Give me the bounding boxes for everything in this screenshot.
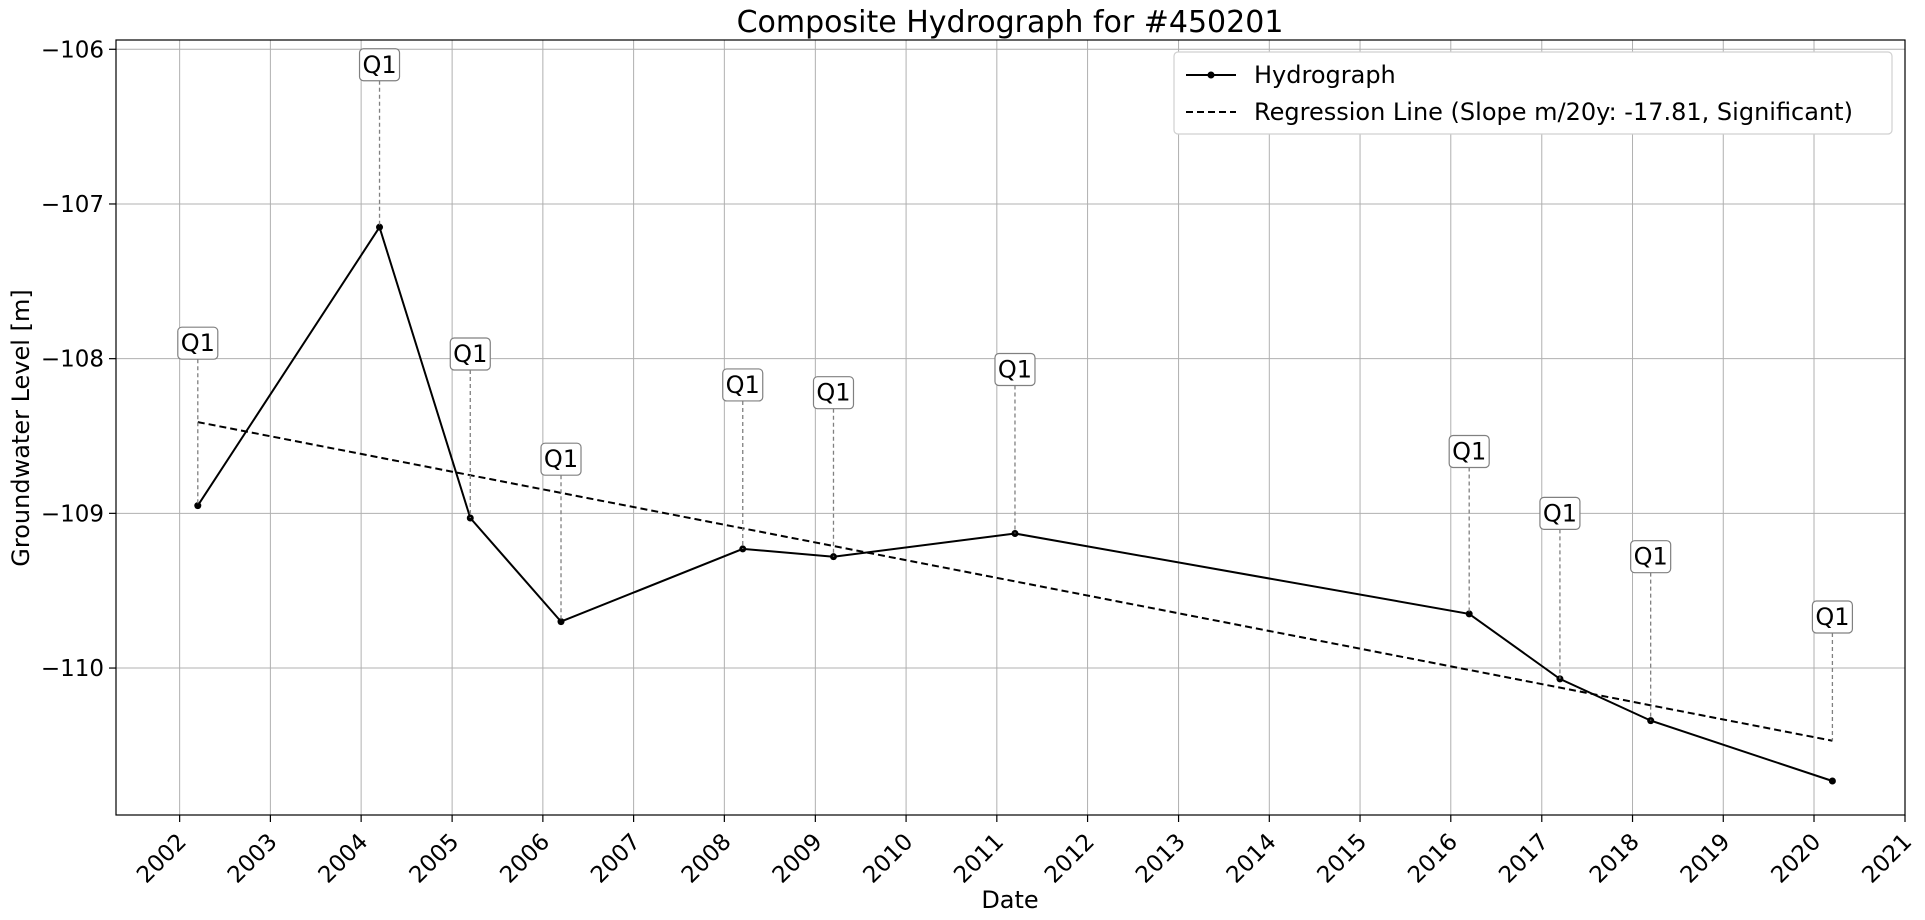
x-tick-label: 2014	[1222, 829, 1282, 889]
q1-annotation: Q1	[812, 376, 855, 557]
x-axis-label: Date	[981, 886, 1038, 914]
y-tick-label: −110	[41, 656, 104, 682]
y-tick-label: −109	[41, 501, 104, 527]
x-tick-label: 2016	[1403, 829, 1463, 889]
annotation-label: Q1	[362, 51, 396, 79]
chart-title: Composite Hydrograph for #450201	[737, 5, 1284, 40]
x-tick-label: 2011	[949, 829, 1009, 889]
y-axis: −106 −107 −108 −109 −110	[41, 37, 116, 682]
q1-annotation: Q1	[1448, 434, 1490, 614]
x-tick-label: 2002	[132, 829, 192, 889]
legend-regression-label: Regression Line (Slope m/20y: -17.81, Si…	[1254, 98, 1853, 126]
hydrograph-point	[1465, 610, 1473, 618]
x-tick-label: 2007	[586, 829, 646, 889]
annotation-box	[1539, 496, 1581, 530]
annotation-label: Q1	[1815, 603, 1849, 631]
q1-annotation: Q1	[994, 352, 1036, 534]
y-tick-label: −108	[41, 347, 104, 373]
annotation-box	[994, 352, 1036, 387]
hydrograph-point	[557, 618, 565, 626]
hydrograph-point	[1828, 777, 1836, 785]
q1-annotation: Q1	[1539, 496, 1581, 679]
annotation-label: Q1	[816, 379, 850, 407]
annotation-box	[177, 326, 219, 360]
annotation-label: Q1	[1543, 499, 1577, 527]
annotation-label: Q1	[1452, 437, 1486, 465]
q1-annotation: Q1	[1630, 540, 1672, 721]
x-axis: 2002 2003 2004 2005 2006 2007 2008 2009 2010 2011…	[132, 815, 1917, 889]
grid	[116, 40, 1906, 815]
q1-annotation: Q1	[177, 326, 219, 506]
x-tick-label: 2005	[405, 829, 465, 889]
annotation-box	[1630, 540, 1672, 574]
x-tick-label: 2004	[314, 829, 374, 889]
q1-annotation: Q1	[449, 337, 491, 518]
x-tick-label: 2018	[1585, 829, 1645, 889]
y-axis-label: Groundwater Level [m]	[7, 289, 35, 566]
hydrograph-point	[376, 223, 384, 231]
x-tick-label: 2009	[768, 829, 828, 889]
annotation-label: Q1	[544, 445, 578, 473]
annotation-box	[812, 376, 855, 410]
annotation-box	[449, 337, 491, 371]
y-tick-label: −107	[41, 192, 104, 218]
x-tick-label: 2020	[1766, 829, 1826, 889]
q1-annotation: Q1	[358, 48, 401, 228]
annotation-label: Q1	[1634, 543, 1668, 571]
x-tick-label: 2008	[677, 829, 737, 889]
annotation-label: Q1	[453, 340, 487, 368]
q1-annotation: Q1	[722, 368, 764, 549]
hydrograph-line	[196, 224, 1833, 782]
x-tick-label: 2013	[1131, 829, 1191, 889]
annotation-box	[722, 368, 764, 402]
x-tick-label: 2010	[859, 829, 919, 889]
annotation-box	[358, 48, 401, 82]
x-tick-label: 2019	[1676, 829, 1736, 889]
x-tick-label: 2003	[223, 829, 283, 889]
q1-annotation: Q1	[540, 442, 582, 622]
q1-annotation: Q1	[1811, 600, 1854, 741]
annotations-layer: Q1 Q1 Q1 Q1 Q1 Q1 Q1 Q1 Q1 Q1 Q1	[177, 48, 1854, 741]
x-tick-label: 2017	[1494, 829, 1554, 889]
annotation-box	[1811, 600, 1854, 634]
plot-frame	[115, 39, 1906, 816]
legend-box	[1173, 51, 1893, 135]
annotation-box	[1448, 434, 1490, 469]
legend: Hydrograph Regression Line (Slope m/20y:…	[1173, 51, 1893, 135]
x-tick-label: 2015	[1313, 829, 1373, 889]
annotation-label: Q1	[998, 355, 1032, 383]
annotation-label: Q1	[726, 371, 760, 399]
x-tick-label: 2006	[495, 829, 555, 889]
x-tick-label: 2021	[1857, 829, 1917, 889]
x-tick-label: 2012	[1040, 829, 1100, 889]
hydrograph-point	[194, 502, 202, 510]
legend-hydrograph-marker-icon	[1207, 71, 1215, 79]
annotation-box	[540, 442, 582, 476]
y-tick-label: −106	[41, 37, 104, 63]
annotation-label: Q1	[181, 329, 215, 357]
legend-hydrograph-label: Hydrograph	[1254, 61, 1396, 89]
hydrograph-layer	[194, 223, 1836, 785]
